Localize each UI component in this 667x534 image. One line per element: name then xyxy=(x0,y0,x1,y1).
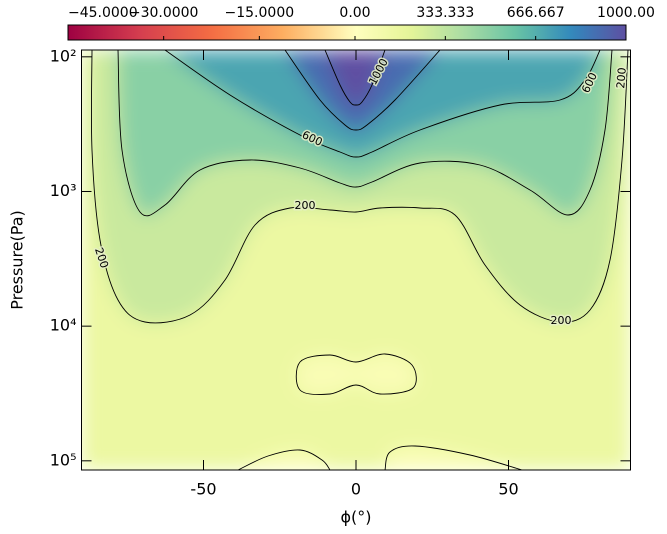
y-tick-label: 10³ xyxy=(50,181,77,200)
colorbar-tick-label: 666.667 xyxy=(507,5,565,21)
contour-line xyxy=(237,449,331,470)
contour-line xyxy=(284,50,441,131)
colorbar-tick-label: 1000.00 xyxy=(597,5,655,21)
contour-fills xyxy=(81,50,631,470)
colorbar-tick-label: −15.0000 xyxy=(225,5,295,21)
colorbar-tick-label: −45.0000 xyxy=(68,5,138,21)
contour-line xyxy=(324,50,386,106)
x-tick-label: -50 xyxy=(190,480,216,499)
contour-label: 200 xyxy=(551,314,572,327)
contour-line xyxy=(117,50,613,217)
x-tick-label: 0 xyxy=(351,480,361,499)
y-tick-label: 10⁴ xyxy=(50,316,77,335)
y-tick-label: 10² xyxy=(50,46,77,65)
contour-line xyxy=(90,50,629,324)
contour-region xyxy=(296,353,417,395)
contour-line xyxy=(295,353,417,395)
y-axis-label: Pressure(Pa) xyxy=(8,210,27,310)
colorbar xyxy=(67,24,627,41)
contour-line xyxy=(384,445,523,470)
contour-region xyxy=(385,445,522,470)
y-tick-label: 10⁵ xyxy=(50,450,77,469)
colorbar-tick-label: 0.00 xyxy=(339,5,370,21)
x-tick-label: 50 xyxy=(498,480,518,499)
contour-region xyxy=(238,449,330,470)
contour-label: 200 xyxy=(614,67,629,89)
contour-label: 200 xyxy=(295,199,316,212)
contour-region xyxy=(325,50,385,106)
x-axis-label: ϕ(°) xyxy=(340,508,371,527)
colorbar-tick-label: −30.0000 xyxy=(129,5,199,21)
contour-line xyxy=(164,50,601,158)
colorbar-tick-label: 333.333 xyxy=(416,5,474,21)
